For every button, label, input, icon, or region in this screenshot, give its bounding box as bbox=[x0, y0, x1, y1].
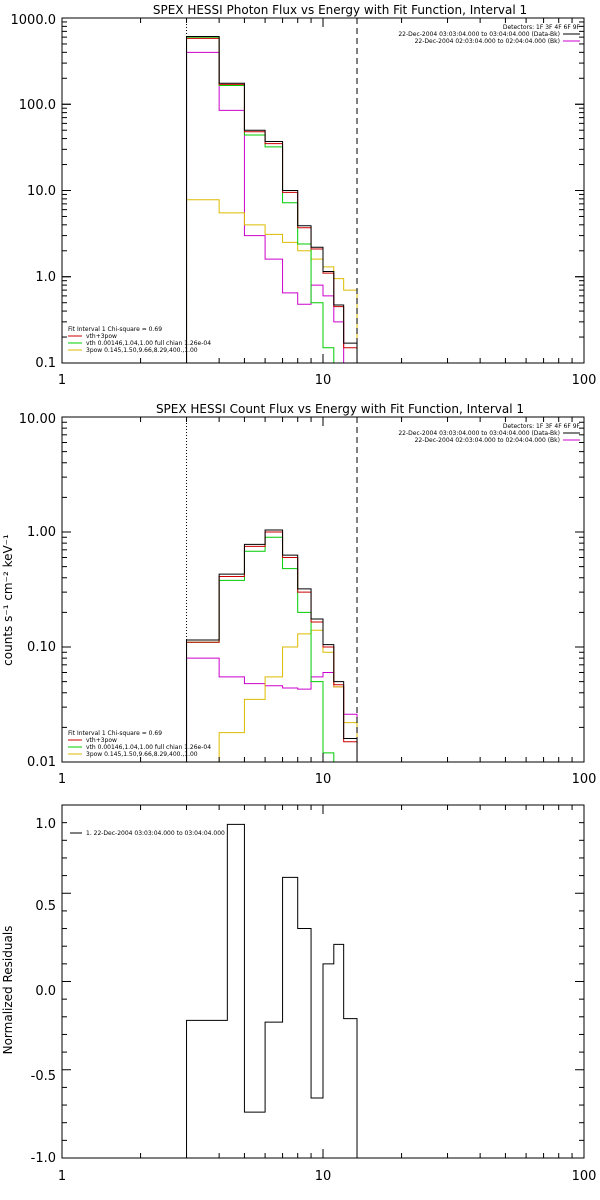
series-line bbox=[186, 536, 335, 762]
plot-area bbox=[61, 17, 585, 364]
x-tick-label: 1 bbox=[58, 772, 66, 787]
x-tick-label: 100 bbox=[572, 772, 597, 787]
x-tick-label: 100 bbox=[572, 373, 597, 388]
series-line bbox=[186, 36, 358, 363]
plot-area bbox=[61, 804, 585, 1159]
series-line bbox=[186, 531, 358, 762]
x-tick-label: 10 bbox=[315, 1169, 332, 1184]
legend-entry: vth 0.00146,1.04,1.00 full chian 1.26e-0… bbox=[86, 744, 211, 751]
plot-frame bbox=[61, 804, 585, 1159]
y-tick-label: -0.5 bbox=[31, 1069, 56, 1084]
y-tick-label: 1.00 bbox=[27, 525, 56, 540]
x-tick-label: 100 bbox=[572, 1169, 597, 1184]
legend-entry: vth 0.00146,1.04,1.00 full chian 1.26e-0… bbox=[86, 340, 211, 347]
legend-header: Fit Interval 1 Chi-square = 0.69 bbox=[68, 730, 162, 737]
series-line bbox=[186, 51, 358, 363]
y-tick-labels: 0.01 0.10 1.00 10.00 bbox=[19, 412, 56, 770]
series-group bbox=[186, 529, 358, 762]
legend-entry: 1. 22-Dec-2004 03:03:04.000 to 03:04:04.… bbox=[86, 830, 225, 837]
legend-bottom-left: Fit Interval 1 Chi-square = 0.69 vth+3po… bbox=[68, 326, 211, 354]
legend-top-right: Detectors: 1F 3F 4F 6F 9F 22-Dec-2004 03… bbox=[398, 24, 580, 45]
legend-entry: 22-Dec-2004 02:03:04.000 to 02:04:04.000… bbox=[415, 38, 560, 45]
legend-top-right: Detectors: 1F 3F 4F 6F 9F 22-Dec-2004 03… bbox=[398, 423, 580, 444]
y-tick-label: 0.01 bbox=[27, 755, 56, 770]
legend-entry: 3pow 0.145,1.50,9.66,8.29,400.,1.00 bbox=[86, 347, 198, 354]
y-tick-labels: -1.0 -0.5 0.0 0.5 1.0 bbox=[31, 817, 56, 1166]
legend-header: Detectors: 1F 3F 4F 6F 9F bbox=[503, 24, 581, 31]
x-tick-label: 10 bbox=[315, 373, 332, 388]
series-line bbox=[186, 823, 358, 1158]
y-tick-label: 1000.0 bbox=[11, 13, 57, 28]
residuals-panel: Normalized Residuals 1 10 100 -1.0 -0.5 … bbox=[1, 804, 597, 1184]
y-tick-label: 1.0 bbox=[35, 817, 56, 832]
y-tick-label: 0.1 bbox=[35, 356, 56, 371]
series-group bbox=[186, 36, 358, 363]
x-tick-labels: 1 10 100 bbox=[58, 772, 597, 787]
legend-bottom-left: Fit Interval 1 Chi-square = 0.69 vth+3po… bbox=[68, 730, 211, 758]
legend-entry: vth+3pow bbox=[86, 737, 117, 744]
series-line bbox=[186, 657, 358, 762]
y-tick-label: -1.0 bbox=[31, 1151, 56, 1166]
x-tick-labels: 1 10 100 bbox=[58, 1169, 597, 1184]
legend-top-left: 1. 22-Dec-2004 03:03:04.000 to 03:04:04.… bbox=[70, 830, 225, 837]
legend-entry: 22-Dec-2004 03:03:04.000 to 03:04:04.000… bbox=[398, 31, 560, 38]
series-line bbox=[186, 37, 358, 363]
plot-frame bbox=[61, 17, 585, 364]
legend-entry: vth+3pow bbox=[86, 333, 117, 340]
series-group bbox=[186, 823, 358, 1158]
x-tick-label: 1 bbox=[58, 1169, 66, 1184]
y-tick-label: 1.0 bbox=[35, 270, 56, 285]
legend-entry: 3pow 0.145,1.50,9.66,8.29,400.,1.00 bbox=[86, 751, 198, 758]
x-tick-label: 1 bbox=[58, 373, 66, 388]
legend-entry: 22-Dec-2004 03:03:04.000 to 03:04:04.000… bbox=[398, 430, 560, 437]
x-tick-label: 10 bbox=[315, 772, 332, 787]
series-line bbox=[186, 529, 358, 762]
legend-header: Fit Interval 1 Chi-square = 0.69 bbox=[68, 326, 162, 333]
photon-flux-panel: SPEX HESSI Photon Flux vs Energy with Fi… bbox=[11, 3, 597, 388]
y-tick-label: 10.0 bbox=[27, 184, 56, 199]
y-tick-label: 0.5 bbox=[35, 899, 56, 914]
plot-frame bbox=[61, 416, 585, 763]
x-tick-labels: 1 10 100 bbox=[58, 373, 597, 388]
legend-header: Detectors: 1F 3F 4F 6F 9F bbox=[503, 423, 581, 430]
chart-title: SPEX HESSI Count Flux vs Energy with Fit… bbox=[156, 402, 524, 416]
y-tick-labels: 0.1 1.0 10.0 100.0 1000.0 bbox=[11, 13, 57, 371]
y-axis-label: Normalized Residuals bbox=[1, 926, 15, 1055]
chart-title: SPEX HESSI Photon Flux vs Energy with Fi… bbox=[153, 3, 527, 17]
y-tick-label: 0.0 bbox=[35, 984, 56, 999]
y-axis-label: counts s⁻¹ cm⁻² keV⁻¹ bbox=[1, 534, 15, 666]
series-line bbox=[186, 37, 335, 363]
count-flux-panel: SPEX HESSI Count Flux vs Energy with Fit… bbox=[1, 402, 597, 787]
series-line bbox=[186, 199, 358, 363]
legend-entry: 22-Dec-2004 02:03:04.000 to 02:04:04.000… bbox=[415, 437, 560, 444]
series-line bbox=[218, 629, 358, 762]
y-tick-label: 100.0 bbox=[19, 98, 56, 113]
y-tick-label: 0.10 bbox=[27, 640, 56, 655]
y-tick-label: 10.00 bbox=[19, 412, 56, 427]
plot-area bbox=[61, 416, 585, 763]
